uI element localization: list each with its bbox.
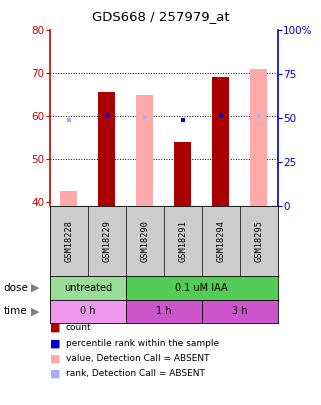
Text: GSM18294: GSM18294 [216, 220, 225, 262]
Text: untreated: untreated [64, 283, 112, 293]
Text: 0 h: 0 h [80, 306, 95, 316]
Text: time: time [3, 306, 27, 316]
Text: count: count [66, 323, 91, 332]
Text: GSM18291: GSM18291 [178, 220, 187, 262]
Text: ■: ■ [50, 323, 60, 333]
Bar [50, 300, 126, 323]
Text: rank, Detection Call = ABSENT: rank, Detection Call = ABSENT [66, 369, 205, 378]
Bar [126, 300, 202, 323]
Bar [250, 69, 267, 206]
Text: 0.1 uM IAA: 0.1 uM IAA [175, 283, 228, 293]
Text: GSM18228: GSM18228 [64, 220, 73, 262]
Text: GSM18229: GSM18229 [102, 220, 111, 262]
Text: ■: ■ [50, 354, 60, 364]
Text: value, Detection Call = ABSENT: value, Detection Call = ABSENT [66, 354, 209, 363]
Text: ▶: ▶ [30, 306, 39, 316]
Bar [212, 77, 229, 206]
Text: GDS668 / 257979_at: GDS668 / 257979_at [92, 10, 229, 23]
Text: 3 h: 3 h [232, 306, 247, 316]
Bar [50, 276, 126, 300]
Text: percentile rank within the sample: percentile rank within the sample [66, 339, 219, 347]
Bar [174, 142, 191, 206]
Text: dose: dose [3, 283, 28, 293]
Text: ▶: ▶ [30, 283, 39, 293]
Text: GSM18295: GSM18295 [254, 220, 263, 262]
Text: 1 h: 1 h [156, 306, 171, 316]
Text: ■: ■ [50, 338, 60, 348]
Text: GSM18290: GSM18290 [140, 220, 149, 262]
Bar [202, 300, 278, 323]
Bar [136, 95, 153, 206]
Bar [126, 276, 278, 300]
Text: ■: ■ [50, 369, 60, 379]
Bar [60, 191, 77, 206]
Bar [98, 92, 115, 206]
